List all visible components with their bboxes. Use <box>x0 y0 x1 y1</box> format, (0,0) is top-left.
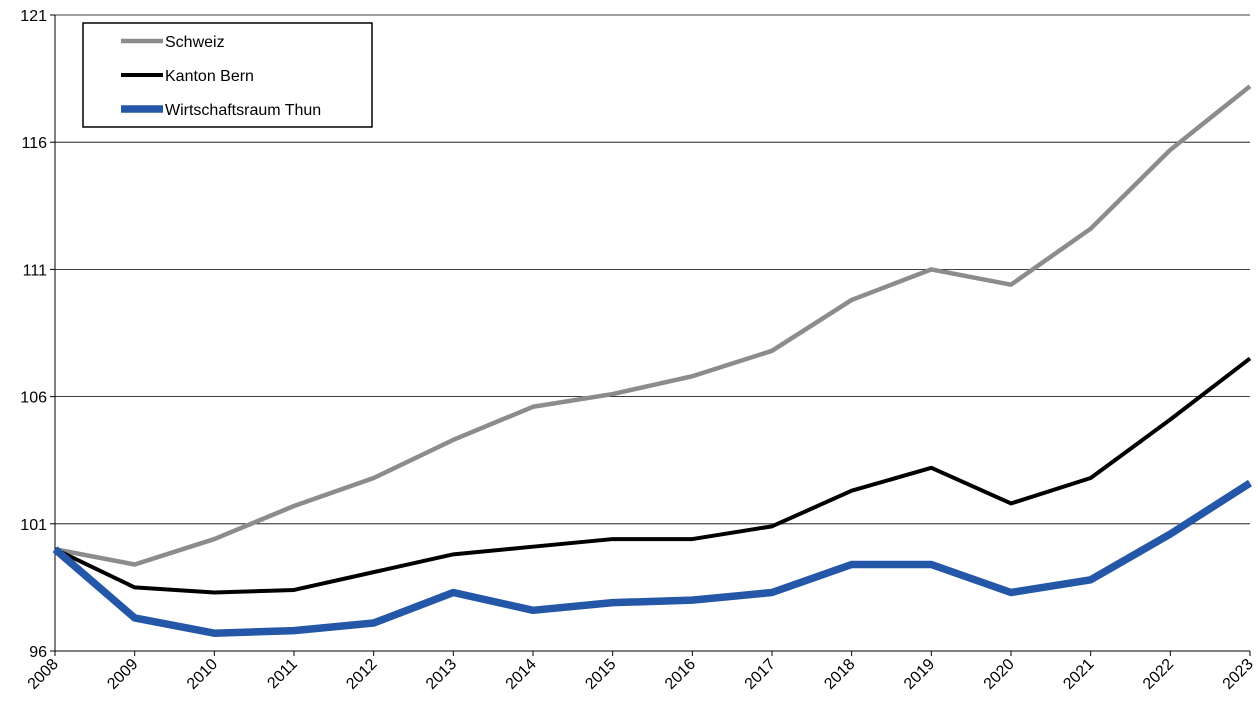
x-tick-label: 2011 <box>264 656 300 692</box>
x-tick-label: 2009 <box>104 656 141 693</box>
series-line-schweiz <box>54 84 1252 567</box>
x-tick-label: 2015 <box>582 656 619 693</box>
y-tick-label: 111 <box>23 262 47 279</box>
legend-label: Schweiz <box>165 34 225 51</box>
y-axis-tick-labels: 96 101 106 111 116 121 <box>20 8 47 661</box>
series-line-kanton-bern <box>54 356 1252 595</box>
series-line-wirtschaftsraum-thun <box>52 479 1253 637</box>
axes <box>50 14 1251 656</box>
y-tick-label: 106 <box>20 390 47 407</box>
x-tick-label: 2014 <box>503 656 540 693</box>
x-tick-label: 2017 <box>742 656 779 693</box>
y-tick-label: 101 <box>20 517 47 534</box>
x-tick-label: 2008 <box>25 656 62 693</box>
gridlines <box>55 14 1250 525</box>
legend-label: Kanton Bern <box>165 68 254 85</box>
x-tick-label: 2010 <box>184 656 221 693</box>
x-tick-label: 2016 <box>662 656 699 693</box>
x-tick-label: 2019 <box>901 656 938 693</box>
y-tick-label: 96 <box>29 644 47 661</box>
x-axis-tick-labels: 2008 2009 2010 2011 2012 2013 2014 2015 2016 2017… <box>25 656 1257 693</box>
x-tick-label: 2020 <box>981 656 1018 693</box>
x-tick-label: 2023 <box>1220 656 1257 693</box>
series-lines <box>52 84 1253 637</box>
legend: Schweiz Kanton Bern Wirtschaftsraum Thun <box>82 22 373 128</box>
x-tick-label: 2012 <box>343 656 380 693</box>
x-tick-label: 2018 <box>821 656 858 693</box>
y-tick-label: 121 <box>20 8 47 25</box>
x-tick-label: 2022 <box>1140 656 1177 693</box>
x-tick-label: 2021 <box>1060 656 1097 693</box>
x-tick-label: 2013 <box>423 656 460 693</box>
y-tick-label: 116 <box>21 135 47 152</box>
legend-label: Wirtschaftsraum Thun <box>165 102 321 119</box>
